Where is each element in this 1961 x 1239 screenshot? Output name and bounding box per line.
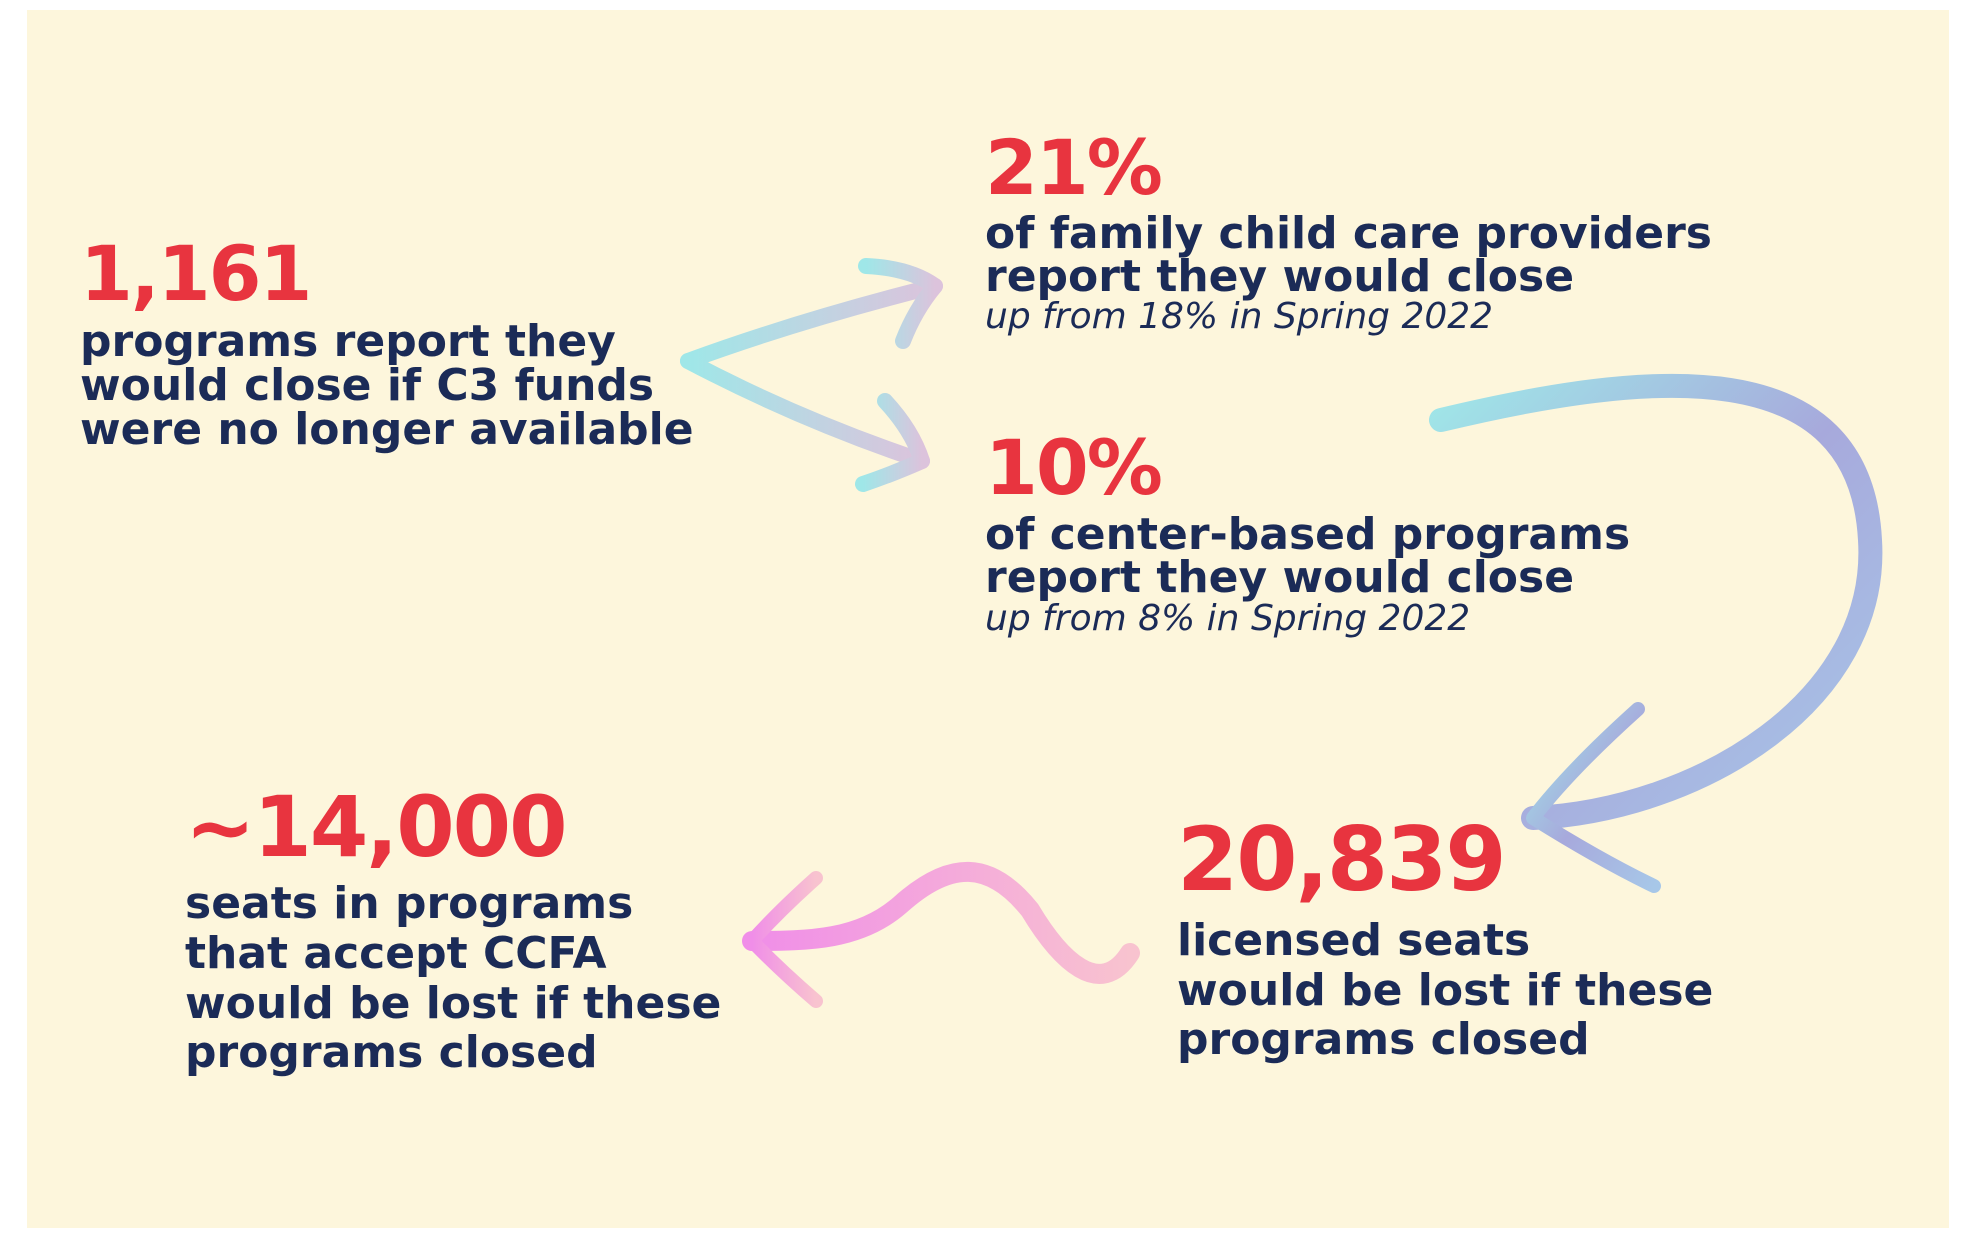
text-line: of center-based programs bbox=[985, 509, 1630, 560]
arrow-head bbox=[855, 393, 930, 492]
arrow bbox=[742, 861, 1140, 984]
arrow bbox=[680, 353, 930, 469]
arrow-head bbox=[1526, 702, 1661, 893]
arrow-head bbox=[858, 258, 943, 349]
text-line: licensed seats bbox=[1177, 915, 1530, 966]
arrow bbox=[1429, 373, 1883, 830]
text-line: of family child care providers bbox=[985, 208, 1712, 259]
arrow-head bbox=[745, 871, 823, 1008]
text-line: were no longer available bbox=[80, 404, 694, 455]
text-line: report they would close bbox=[985, 251, 1574, 302]
note: up from 18% in Spring 2022 bbox=[985, 296, 1493, 337]
text-line: would close if C3 funds bbox=[80, 360, 654, 411]
stat: 1,161 bbox=[80, 229, 310, 318]
note: up from 8% in Spring 2022 bbox=[985, 598, 1470, 639]
stat: 21% bbox=[985, 123, 1161, 212]
stat: 20,839 bbox=[1177, 808, 1505, 911]
text-line: programs closed bbox=[185, 1027, 598, 1078]
text-line: programs closed bbox=[1177, 1014, 1590, 1065]
stat: 10% bbox=[985, 423, 1161, 512]
text-line: report they would close bbox=[985, 552, 1574, 603]
stat: ~14,000 bbox=[185, 778, 566, 876]
arrows bbox=[680, 258, 1883, 1008]
arrow bbox=[680, 278, 943, 369]
text-line: seats in programs bbox=[185, 878, 633, 929]
text-line: that accept CCFA bbox=[185, 928, 607, 979]
text-line: programs report they bbox=[80, 316, 616, 367]
text-line: would be lost if these bbox=[185, 978, 721, 1029]
background bbox=[27, 10, 1949, 1228]
text-line: would be lost if these bbox=[1177, 965, 1713, 1016]
